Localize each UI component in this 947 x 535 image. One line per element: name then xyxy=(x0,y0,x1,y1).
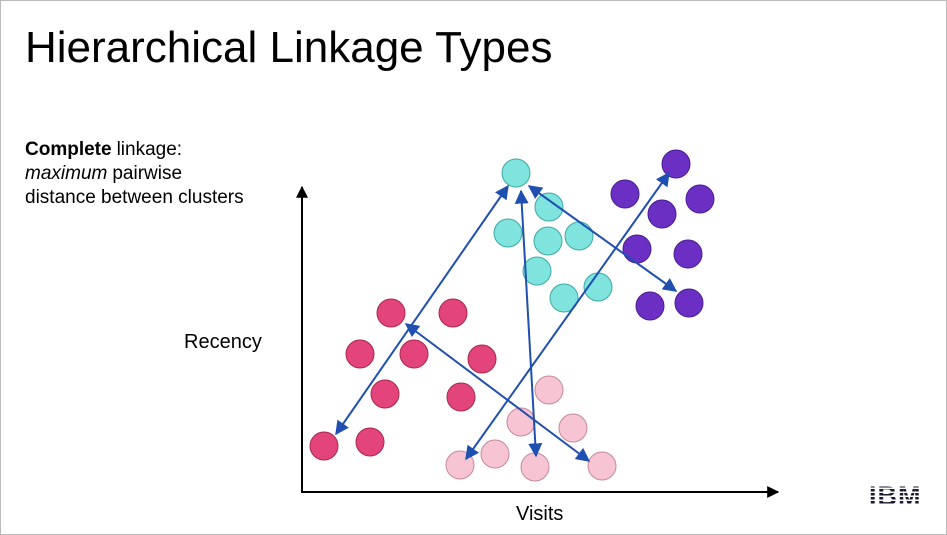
cluster-point xyxy=(685,184,715,214)
cluster-point xyxy=(467,344,497,374)
cluster-point xyxy=(438,298,468,328)
cluster-point xyxy=(564,221,594,251)
distance-arrow xyxy=(335,184,509,436)
bold-term: Complete xyxy=(25,139,112,160)
description-line: distance between clusters xyxy=(25,187,244,208)
description: Complete linkage: maximum pairwise distanc… xyxy=(25,138,244,210)
cluster-point xyxy=(661,149,691,179)
cluster-point xyxy=(635,291,665,321)
cluster-point xyxy=(558,413,588,443)
cluster-point xyxy=(370,379,400,409)
cluster-point xyxy=(647,199,677,229)
logo: IBM xyxy=(869,481,922,511)
y-axis-label: Recency xyxy=(184,331,262,353)
distance-arrow xyxy=(527,185,678,292)
cluster-point xyxy=(309,431,339,461)
cluster-point xyxy=(520,452,550,482)
italic-term: maximum xyxy=(25,163,108,184)
cluster-point xyxy=(533,226,563,256)
x-axis-label: Visits xyxy=(516,503,564,525)
cluster-point xyxy=(622,234,652,264)
cluster-point xyxy=(493,218,523,248)
cluster-point xyxy=(399,339,429,369)
cluster-point xyxy=(673,239,703,269)
cluster-point xyxy=(610,179,640,209)
cluster-point xyxy=(587,451,617,481)
text: pairwise xyxy=(112,163,183,184)
description-line: Complete linkage: xyxy=(25,138,244,162)
cluster-point xyxy=(506,407,536,437)
text: linkage: xyxy=(116,139,183,160)
cluster-point xyxy=(674,288,704,318)
cluster-point xyxy=(534,375,564,405)
cluster-point xyxy=(480,439,510,469)
slide-title: Hierarchical Linkage Types xyxy=(25,23,553,72)
cluster-point xyxy=(501,158,531,188)
cluster-point xyxy=(345,339,375,369)
cluster-point xyxy=(355,427,385,457)
cluster-point xyxy=(446,382,476,412)
cluster-point xyxy=(376,298,406,328)
cluster-point xyxy=(522,256,552,286)
description-line: maximum pairwise xyxy=(25,162,244,186)
